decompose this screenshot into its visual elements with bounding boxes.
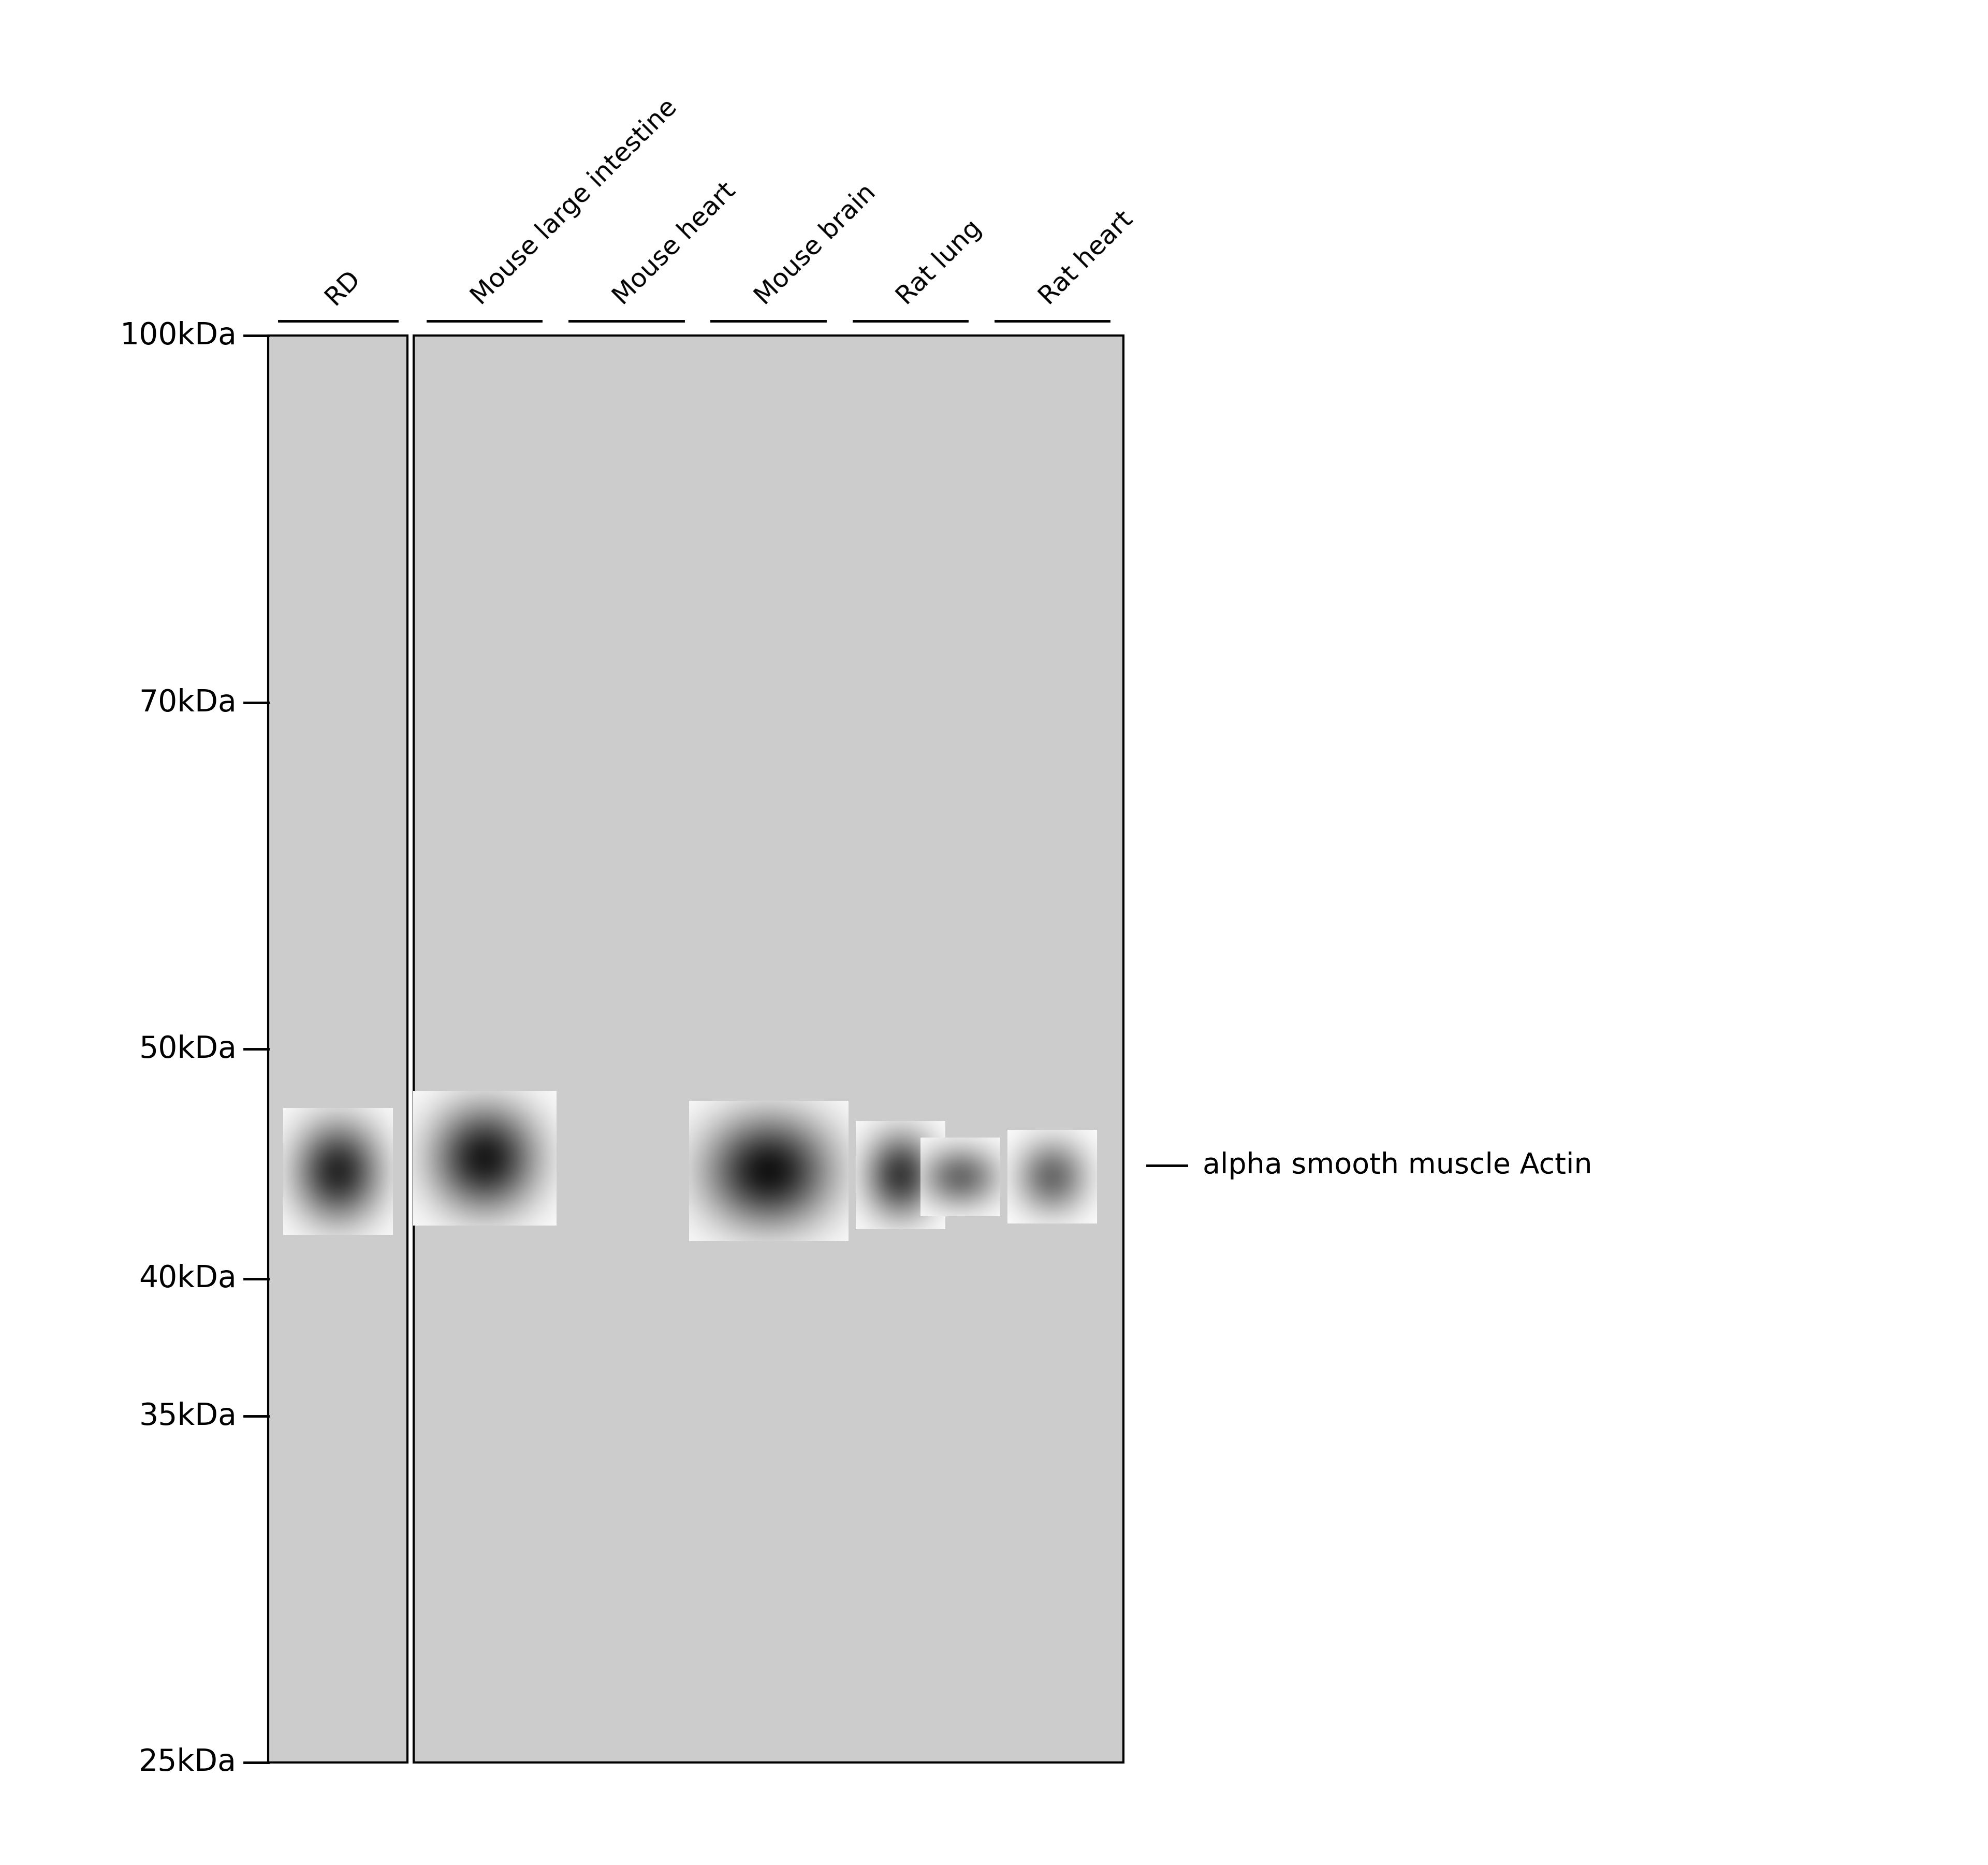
Text: alpha smooth muscle Actin: alpha smooth muscle Actin [1203,1153,1592,1181]
Text: Mouse heart: Mouse heart [608,177,740,310]
Text: Mouse brain: Mouse brain [751,179,881,310]
Text: 100kDa: 100kDa [119,321,237,351]
Text: 40kDa: 40kDa [139,1264,237,1294]
Text: RD: RD [320,265,364,310]
Bar [268,336,408,1762]
Text: 25kDa: 25kDa [139,1748,237,1777]
Text: 50kDa: 50kDa [139,1035,237,1063]
Bar [414,336,1123,1762]
Text: 35kDa: 35kDa [139,1401,237,1430]
Text: Mouse large intestine: Mouse large intestine [467,95,682,310]
Text: Rat lung: Rat lung [893,216,986,310]
Text: 70kDa: 70kDa [139,688,237,718]
Text: Rat heart: Rat heart [1034,207,1137,310]
